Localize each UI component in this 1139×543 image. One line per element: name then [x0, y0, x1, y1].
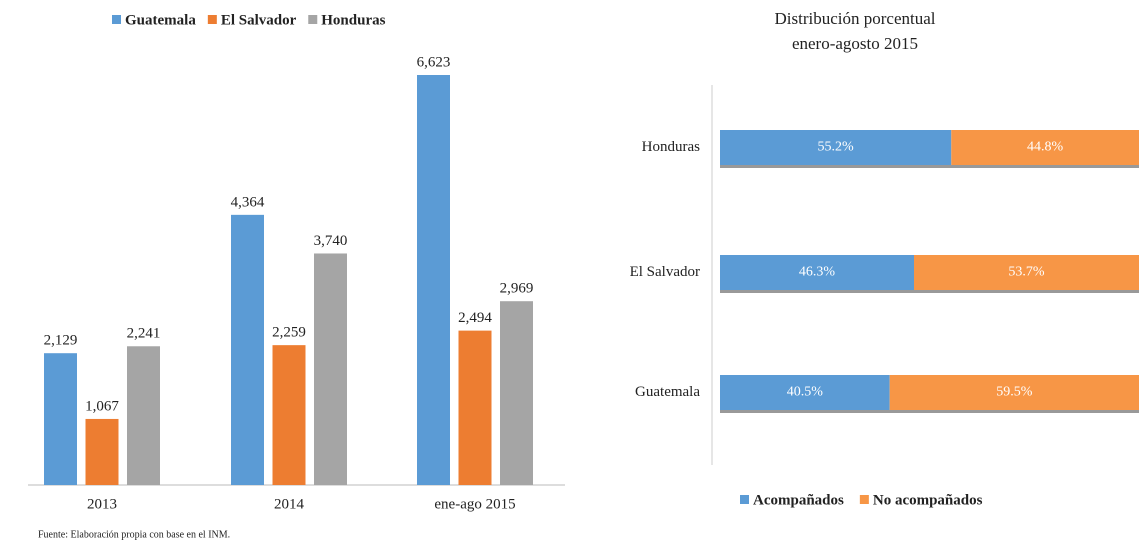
legend-label: No acompañados: [873, 492, 983, 508]
legend-label: Guatemala: [125, 12, 196, 28]
data-label: 40.5%: [787, 385, 824, 400]
bar: [85, 418, 119, 485]
x-tick-label: 2014: [274, 496, 305, 512]
bar-segment: [720, 375, 890, 410]
legend-swatch: [740, 495, 749, 504]
data-label: 53.7%: [1008, 265, 1045, 280]
data-label: 2,494: [458, 310, 492, 326]
data-label: 2,969: [500, 281, 534, 297]
bar-shadow: [720, 165, 1139, 168]
legend-swatch: [859, 495, 869, 504]
bar-shadow: [720, 290, 1139, 293]
bar: [231, 214, 264, 485]
chart-title: Distribución porcentual: [775, 9, 936, 28]
bar-segment: [720, 255, 914, 290]
legend-swatch: [207, 15, 217, 24]
bar-shadow: [720, 410, 1139, 413]
bar: [44, 353, 77, 485]
bar: [127, 346, 160, 485]
y-tick-label: Honduras: [642, 139, 700, 155]
data-label: 2,129: [44, 333, 78, 349]
bar-segment: [889, 375, 1139, 410]
bar: [458, 330, 492, 485]
bar: [314, 253, 347, 485]
data-label: 2,259: [272, 325, 306, 341]
data-label: 55.2%: [818, 140, 855, 155]
footnote: Fuente: Elaboración propia con base en e…: [38, 529, 230, 540]
data-label: 59.5%: [996, 385, 1033, 400]
data-label: 6,623: [417, 54, 451, 70]
bar-segment: [951, 130, 1139, 165]
chart-subtitle: enero-agosto 2015: [792, 34, 918, 53]
bar-segment: [913, 255, 1139, 290]
bar: [417, 75, 450, 485]
legend-label: Honduras: [321, 12, 385, 28]
data-label: 4,364: [231, 194, 265, 210]
x-tick-label: 2013: [87, 496, 117, 512]
y-tick-label: Guatemala: [635, 384, 700, 400]
data-label: 46.3%: [799, 265, 836, 280]
legend-label: Acompañados: [753, 492, 844, 508]
bar: [272, 345, 306, 485]
bar-segment: [720, 130, 952, 165]
data-label: 3,740: [314, 233, 348, 249]
bar: [500, 301, 533, 485]
legend-swatch: [308, 15, 318, 24]
legend-label: El Salvador: [221, 12, 297, 28]
x-tick-label: ene-ago 2015: [434, 496, 515, 512]
y-tick-label: El Salvador: [630, 264, 700, 280]
data-label: 2,241: [127, 326, 161, 342]
data-label: 44.8%: [1027, 140, 1064, 155]
legend-swatch: [112, 15, 121, 24]
data-label: 1,067: [85, 398, 119, 414]
